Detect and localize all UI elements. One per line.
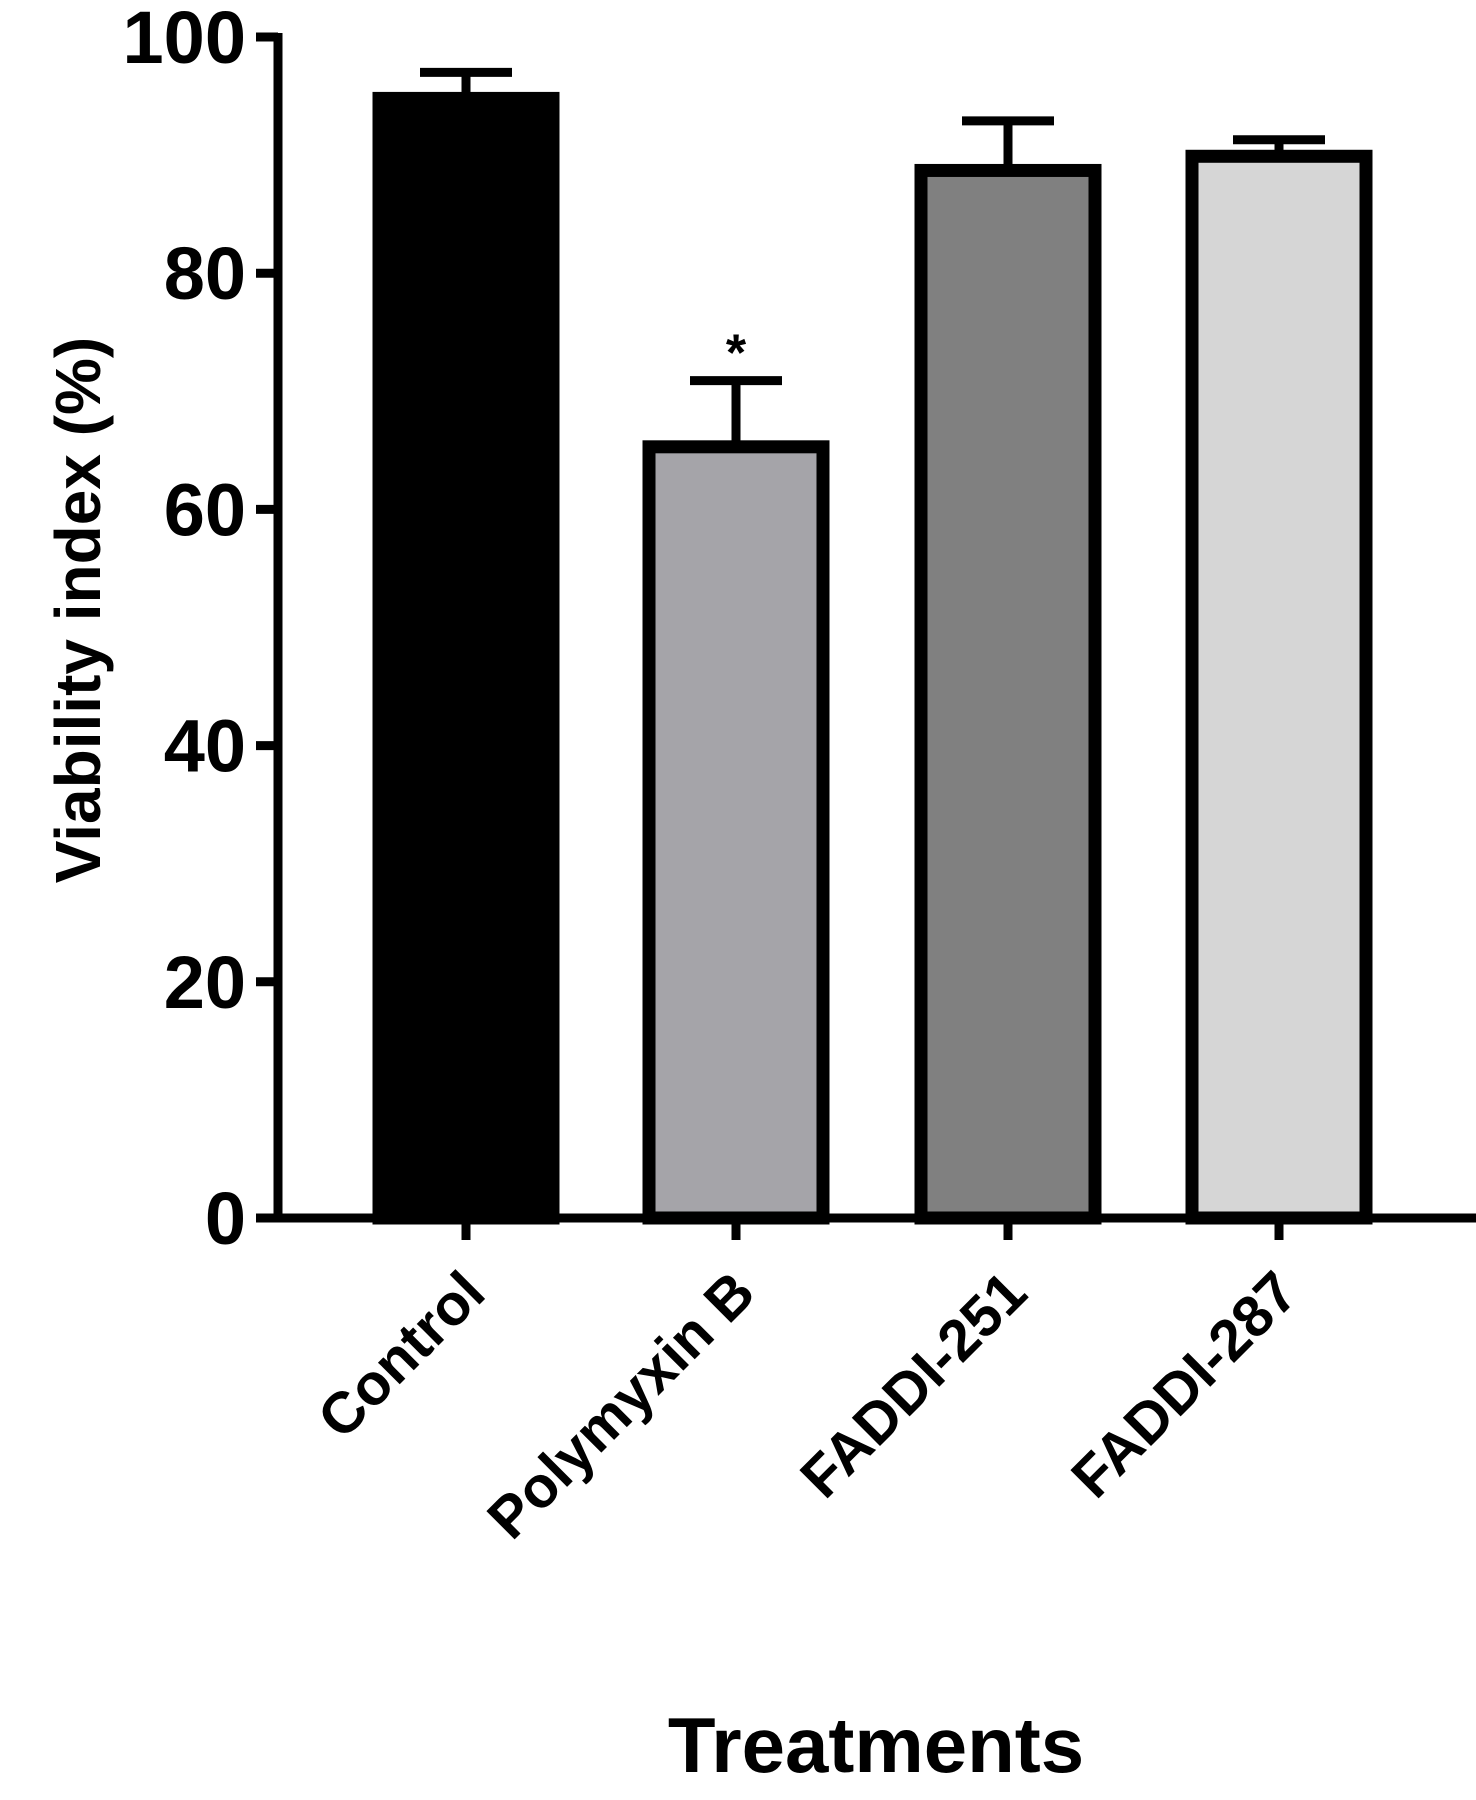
x-tick-label: Control	[305, 1259, 497, 1451]
x-axis-title: Treatments	[668, 1701, 1084, 1789]
bars-layer	[372, 91, 1373, 1225]
y-tick-label: 0	[205, 1177, 246, 1260]
bar-3	[1185, 149, 1373, 1225]
x-tick-label: FADDI-251	[788, 1259, 1039, 1510]
bar-2	[914, 163, 1102, 1225]
significance-marker: *	[726, 325, 747, 383]
error-bars-layer	[420, 67, 1325, 447]
bar-0	[372, 91, 560, 1225]
x-tick-label: FADDI-287	[1059, 1259, 1310, 1510]
y-axis-title: Viability index (%)	[42, 337, 114, 884]
y-tick-label: 60	[164, 468, 246, 551]
y-tick-label: 40	[164, 705, 246, 788]
y-ticks-layer: 0 20 40 60 80 100	[123, 0, 278, 1260]
bar-1	[642, 440, 830, 1225]
annotations-layer: *	[726, 325, 747, 383]
y-tick-label: 20	[164, 941, 246, 1024]
y-tick-label: 80	[164, 232, 246, 315]
x-tick-label: Polymyxin B	[475, 1259, 767, 1551]
y-tick-label: 100	[123, 0, 246, 79]
